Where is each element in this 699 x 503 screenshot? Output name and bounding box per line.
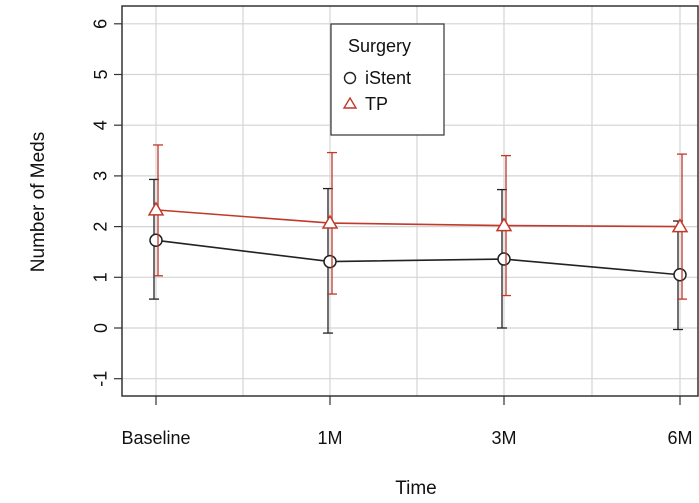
x-tick-label: 3M <box>491 428 516 448</box>
x-tick-label: 6M <box>667 428 692 448</box>
legend-label-tp: TP <box>365 94 388 114</box>
y-tick-label: 3 <box>91 171 111 181</box>
plot-frame <box>121 5 699 397</box>
data-point <box>671 218 689 233</box>
data-point <box>673 268 687 282</box>
legend-title: Surgery <box>348 36 411 56</box>
y-tick-label: 5 <box>91 69 111 79</box>
data-point <box>147 201 165 216</box>
legend-marker-tp <box>342 96 358 109</box>
legend: Surgery iStent TP <box>330 23 445 136</box>
y-tick-label: 2 <box>91 222 111 232</box>
series-layer <box>147 144 689 334</box>
y-tick-label: 0 <box>91 323 111 333</box>
legend-box <box>330 23 445 136</box>
y-tick-label: 6 <box>91 19 111 29</box>
data-point <box>495 217 513 232</box>
data-point <box>497 252 511 266</box>
data-point <box>321 214 339 229</box>
series-tp <box>147 144 689 300</box>
series-line <box>155 209 681 228</box>
y-tick-label: 1 <box>91 272 111 282</box>
axes: -1 0 1 2 3 4 5 6 Baseline 1M 3M 6M <box>91 19 693 448</box>
y-tick-label: 4 <box>91 120 111 130</box>
legend-marker-istent <box>343 71 357 85</box>
data-point <box>323 254 337 269</box>
x-axis-title: Time <box>395 478 437 499</box>
data-point <box>149 233 163 248</box>
y-axis-title: Number of Meds <box>28 132 49 272</box>
legend-label-istent: iStent <box>365 68 411 88</box>
series-line <box>155 239 681 276</box>
series-istent <box>149 178 687 334</box>
x-tick-label: Baseline <box>121 428 190 448</box>
y-tick-label: -1 <box>91 371 111 387</box>
x-tick-label: 1M <box>317 428 342 448</box>
